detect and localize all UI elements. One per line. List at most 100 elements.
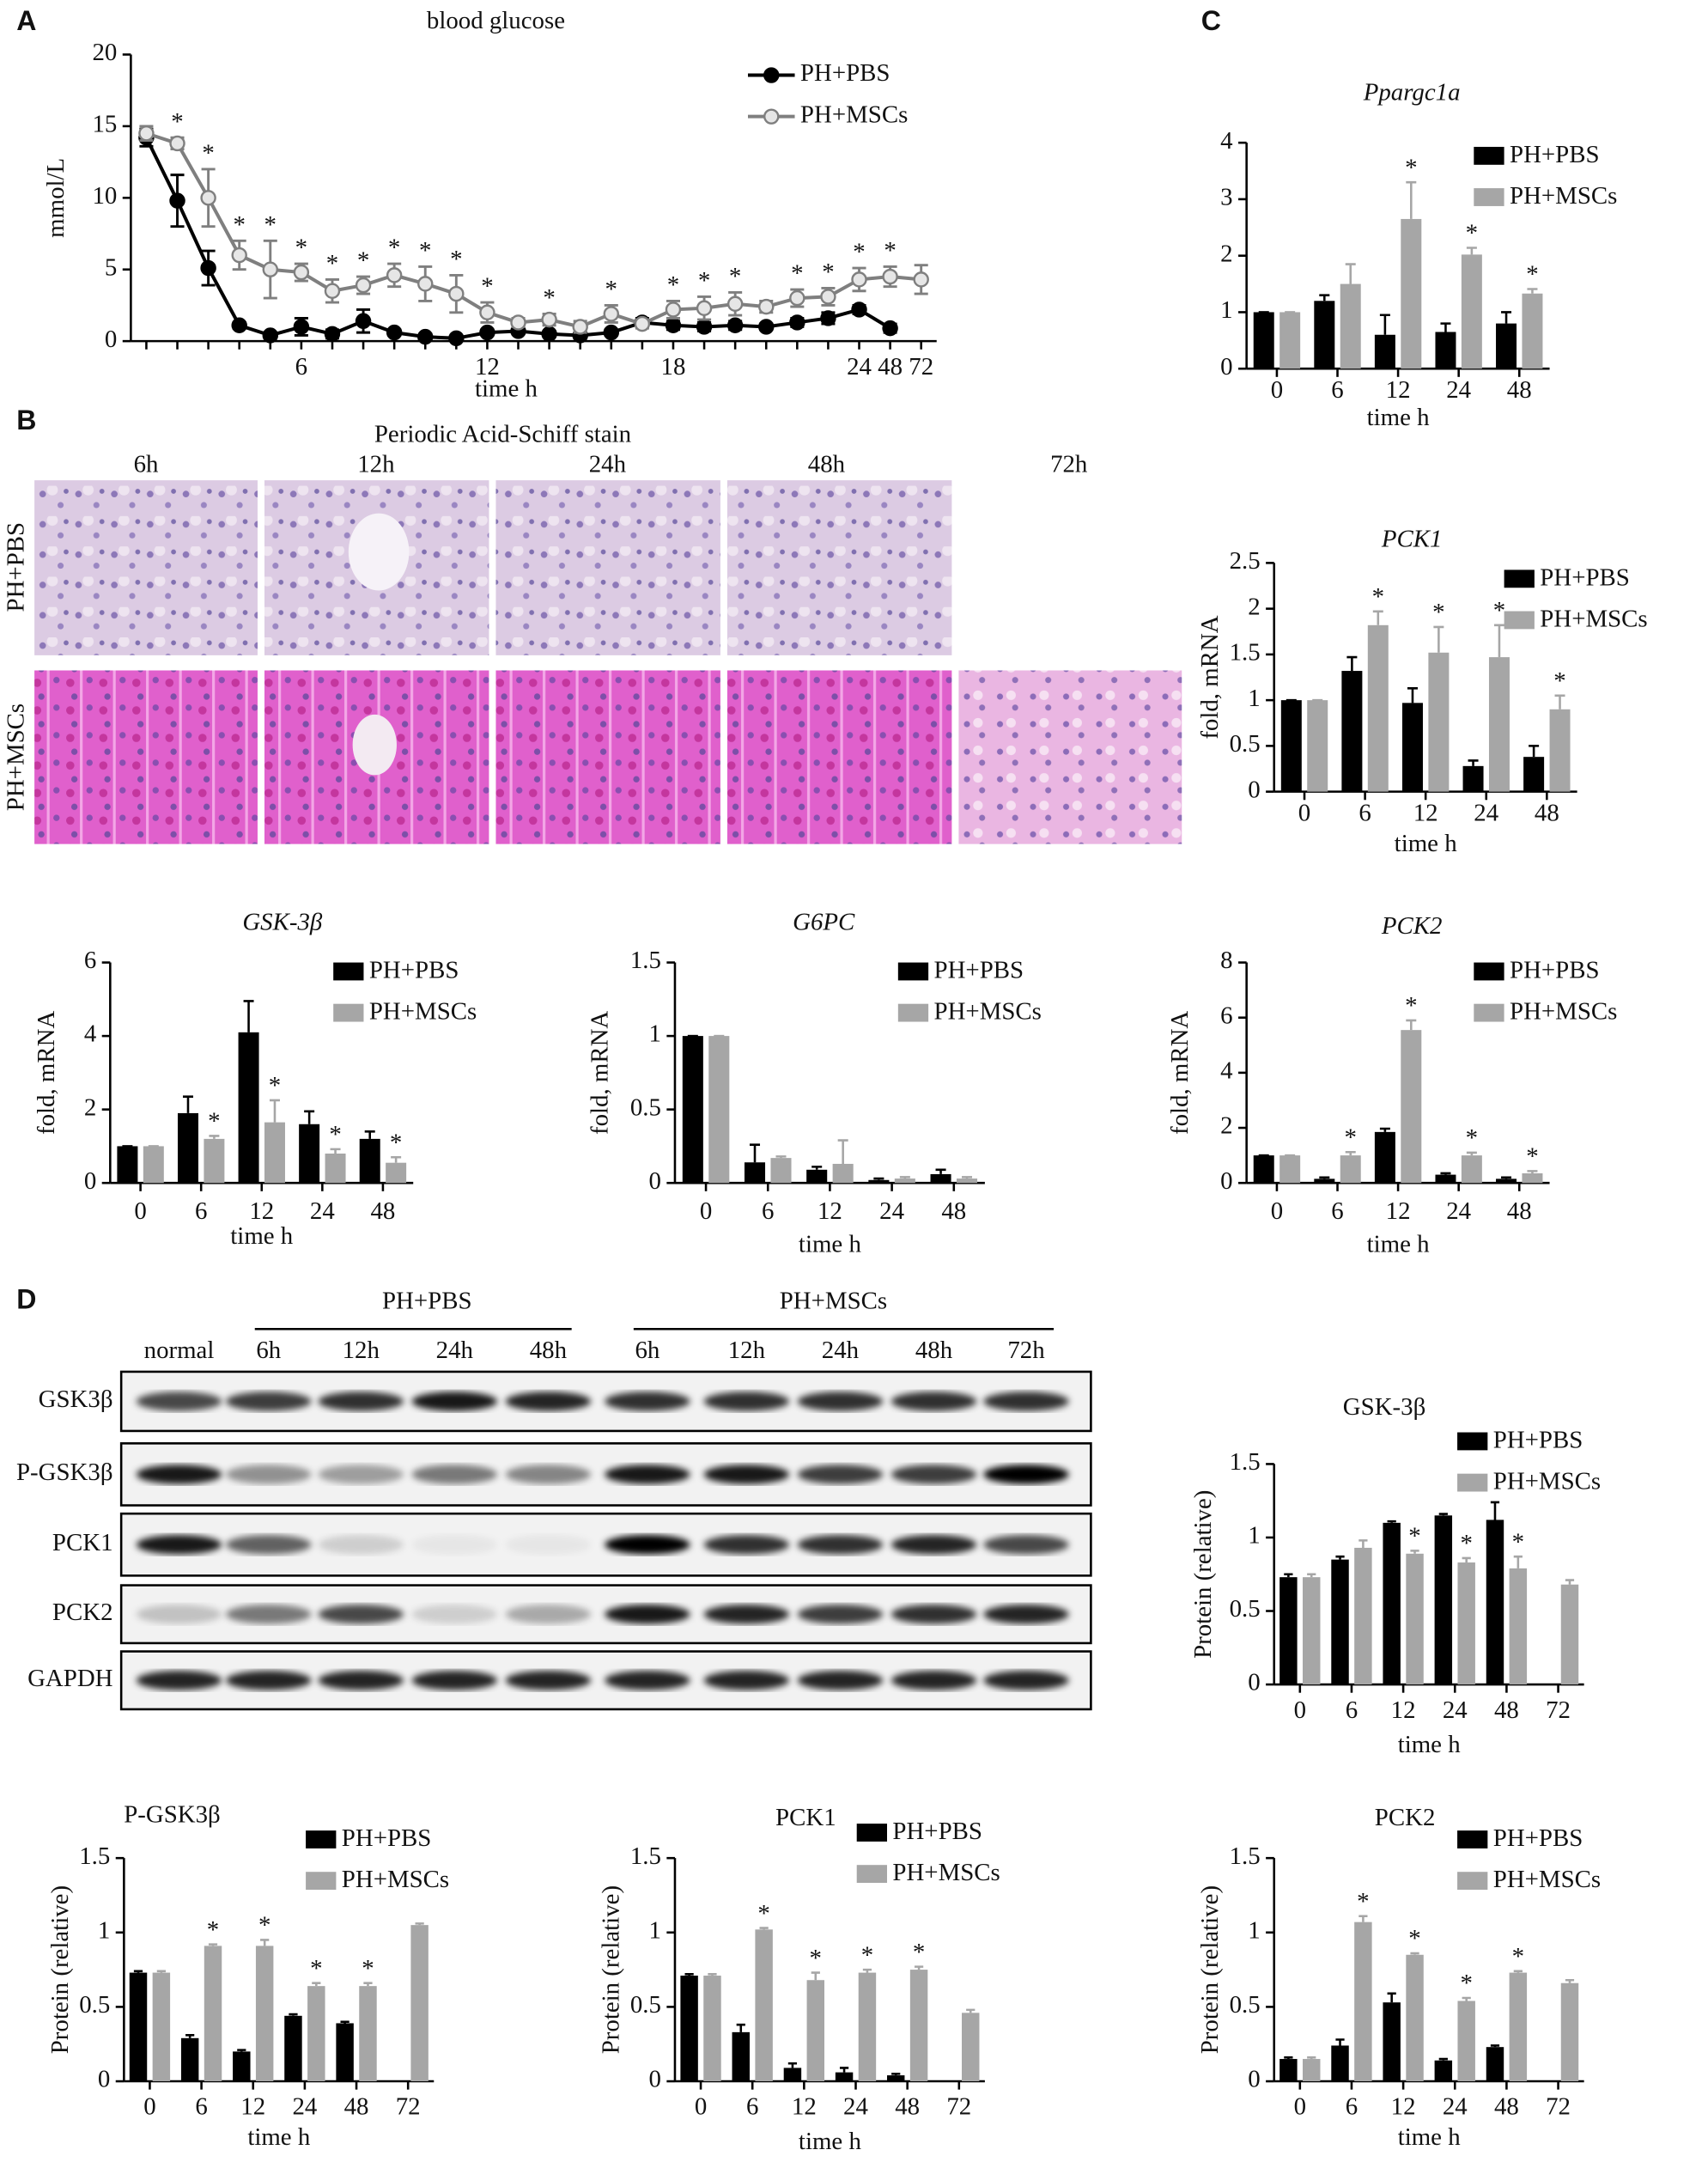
significance: * [861,1941,873,1969]
x-tick-label: 6 [746,2093,758,2121]
y-tick-label: 2.5 [1230,547,1261,575]
y-tick-label: 1 [648,1020,660,1048]
significance: * [1512,1528,1524,1556]
y-axis-label: Protein (relative) [46,1885,74,2054]
x-tick-label: 48 [878,353,903,381]
bar [744,1162,766,1184]
error-bar [363,1982,373,1987]
significance: * [913,1939,925,1966]
bar [909,1970,928,2082]
bar [1253,312,1274,369]
bar [1314,301,1335,369]
bar [325,1153,346,1184]
bar [1522,1172,1543,1184]
significance: * [1553,667,1565,695]
marker [572,319,588,335]
x-axis-label: time h [230,1222,294,1250]
legend-label: PH+MSCs [934,998,1042,1026]
error-bar [182,1095,193,1113]
x-tick-label: 48 [1494,1696,1519,1724]
error-bar [684,1973,694,1976]
significance: * [884,237,896,265]
error-bar [1527,1170,1538,1173]
x-tick-label: 6 [195,2093,207,2121]
band [983,1535,1069,1555]
y-tick-label: 0 [1220,353,1232,381]
bar [930,1173,951,1184]
y-tick-label: 1 [1248,1522,1260,1550]
significance: * [729,263,741,290]
y-tick-label: 0 [98,2066,110,2093]
legend-swatch [306,1830,337,1848]
y-tick-label: 2 [1248,593,1260,620]
y-axis-label: Protein (relative) [1196,1885,1224,2054]
error-bar [1379,1127,1390,1132]
y-tick-label: 3 [1220,184,1232,211]
panel-label: D [16,1284,36,1315]
western-blot: PH+PBS PH+MSCs normal 6h 12h 24h 48h 6h 12h 24h 48… [16,1287,1092,1711]
legend-swatch [1457,1473,1488,1492]
x-axis-label: time h [799,2128,862,2155]
error-bar [1372,610,1383,625]
error-bar [1319,1176,1330,1179]
x-tick-label: 6 [1331,376,1343,404]
x-tick-label: 24 [1443,2093,1468,2121]
x-axis-label: time h [1398,2123,1462,2151]
band [411,1535,498,1555]
marker [417,328,434,345]
x-tick-label: 24 [310,1197,335,1225]
error-bar [708,1973,717,1976]
x-axis-label: time h [1367,404,1431,431]
x-tick-label: 12 [792,2093,817,2121]
marker [262,327,279,344]
error-bar [289,2013,298,2016]
band [318,1671,404,1690]
legend-marker [763,67,780,83]
marker [510,314,526,331]
band [605,1465,690,1484]
x-tick-label: 0 [1298,800,1310,827]
error-bar [1407,687,1418,703]
significance: * [1408,1925,1420,1952]
x-axis-label: time h [1367,1231,1431,1258]
error-bar [1438,2057,1448,2061]
error-bar [811,1166,823,1170]
error-bar [1345,263,1356,284]
x-tick-label: 12 [1386,1197,1411,1225]
x-tick-label: 24 [292,2093,317,2121]
bar [359,1986,377,2082]
x-tick-label: 24 [1443,1696,1468,1724]
bar [284,2015,302,2082]
band [797,1465,884,1484]
error-bar [935,1168,946,1174]
bar [770,1158,792,1184]
band [605,1671,690,1690]
error-bar [1406,1019,1417,1031]
x-tick-label: 24 [847,353,872,381]
band [797,1605,884,1624]
error-bar [1387,1519,1396,1523]
error-bar [1554,694,1565,710]
marker [138,125,155,142]
bar [1406,1954,1424,2082]
x-tick-label: 48 [941,1197,966,1225]
marker [448,330,465,347]
bar [143,1146,164,1184]
y-tick-label: 4 [1220,1057,1232,1085]
blot-group: PH+MSCs [780,1287,887,1314]
panel-label: C [1201,5,1221,36]
band [505,1535,592,1555]
x-tick-label: 0 [1271,376,1283,404]
lane-label: 12h [728,1337,766,1364]
band [226,1392,312,1411]
band [505,1605,592,1624]
bar [703,1976,721,2082]
bar [1303,2059,1321,2082]
error-bar [243,1000,254,1032]
marker [634,315,651,332]
bar [1560,1584,1579,1685]
legend-label: PH+MSCs [342,1866,449,1893]
marker [603,324,620,341]
pas-image [495,670,720,844]
x-tick-label: 12 [240,2093,265,2121]
